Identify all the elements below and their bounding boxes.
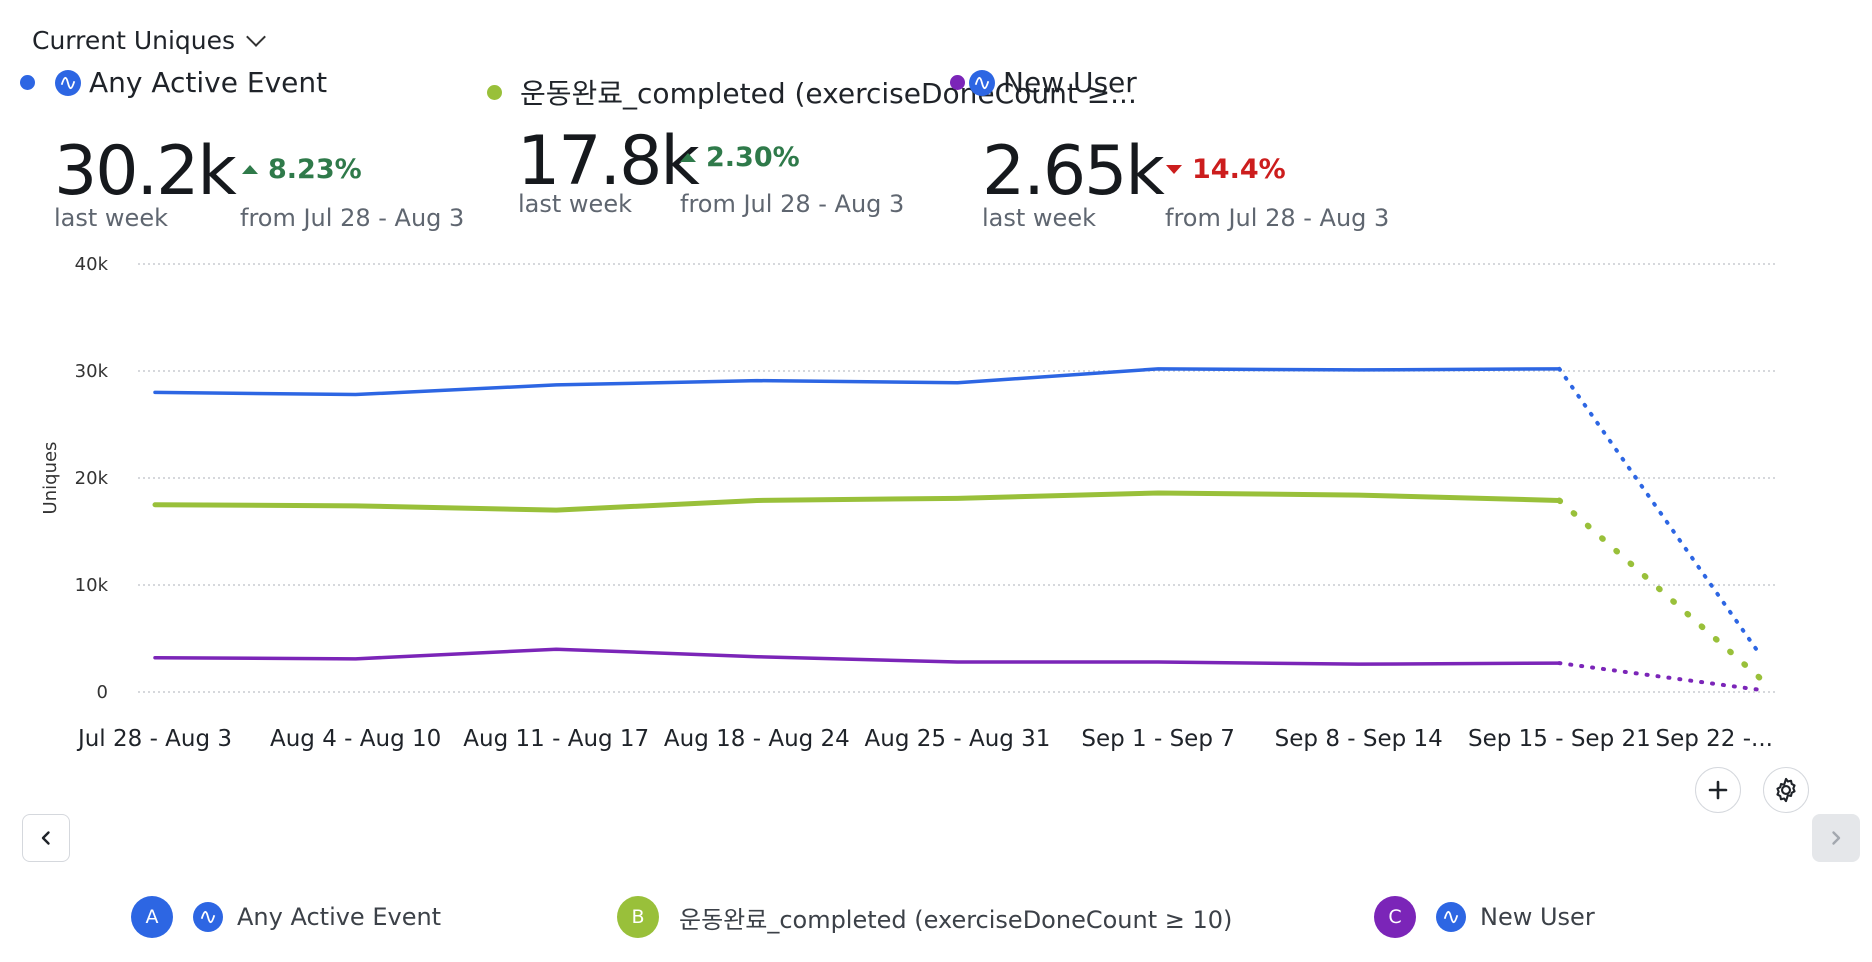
y-axis-label: Uniques	[40, 442, 61, 515]
series-line[interactable]	[153, 367, 1562, 397]
y-tick-label: 20k	[75, 468, 109, 489]
x-tick-label: Aug 18 - Aug 24	[664, 726, 850, 752]
legend-label: New User	[1480, 903, 1595, 931]
x-tick-label: Sep 22 -...	[1656, 726, 1773, 752]
amplitude-icon	[969, 69, 995, 96]
y-tick-label: 10k	[75, 575, 109, 596]
series-dot	[20, 75, 35, 90]
series-line[interactable]	[152, 490, 1562, 513]
summary-delta-value: 2.30%	[706, 142, 800, 173]
gear-icon	[1776, 777, 1796, 803]
series-line-incomplete	[1556, 497, 1763, 682]
chevron-right-icon	[1832, 831, 1841, 845]
next-button[interactable]	[1812, 814, 1860, 862]
summary-delta-label: from Jul 28 - Aug 3	[680, 190, 905, 218]
series-dot	[487, 84, 502, 100]
x-tick-label: Sep 15 - Sep 21	[1468, 726, 1651, 752]
x-tick-label: Sep 8 - Sep 14	[1275, 726, 1443, 752]
x-tick-label: Sep 1 - Sep 7	[1081, 726, 1235, 752]
arrow-up-icon	[242, 165, 258, 174]
summary-delta-label: from Jul 28 - Aug 3	[240, 204, 465, 232]
series-line-incomplete	[1557, 661, 1762, 692]
summary-delta-label: from Jul 28 - Aug 3	[1165, 204, 1390, 232]
y-tick-label: 40k	[75, 254, 109, 275]
y-tick-label: 30k	[75, 361, 109, 382]
summary-new-user: New User 2.65k last week 14.4% from Jul …	[950, 66, 1390, 232]
summary-delta: 14.4%	[1166, 154, 1286, 185]
chevron-down-icon	[246, 26, 266, 47]
chevron-left-icon	[41, 831, 50, 845]
summary-delta-value: 14.4%	[1192, 154, 1286, 185]
amplitude-icon	[55, 69, 81, 96]
summary-value-label: last week	[982, 204, 1096, 232]
summary-value: 2.65k	[982, 132, 1165, 211]
plus-icon	[1708, 780, 1728, 800]
metric-selector[interactable]: Current Uniques	[32, 26, 266, 55]
x-tick-label: Aug 25 - Aug 31	[865, 726, 1051, 752]
summary-any-active-event: Any Active Event 30.2k last week 8.23% f…	[20, 66, 464, 232]
arrow-down-icon	[1166, 165, 1182, 174]
summary-value-label: last week	[54, 204, 168, 232]
metric-selector-label: Current Uniques	[32, 26, 236, 55]
series-letter-badge: A	[131, 896, 173, 938]
legend-label: 운동완료_completed (exerciseDoneCount ≥ 10)	[679, 905, 1233, 934]
series-letter-badge: B	[617, 896, 659, 938]
legend-label: Any Active Event	[237, 903, 442, 931]
summary-value-label: last week	[518, 190, 632, 218]
previous-button[interactable]	[22, 814, 70, 862]
add-button[interactable]	[1695, 767, 1741, 813]
summary-series-name: New User	[1003, 66, 1137, 99]
amplitude-icon	[1436, 902, 1466, 932]
series-line[interactable]	[153, 647, 1562, 666]
summary-series-name: 운동완료_completed (exerciseDoneCount ≥...	[520, 77, 1137, 110]
x-tick-label: Aug 4 - Aug 10	[270, 726, 441, 752]
summary-value: 30.2k	[54, 132, 237, 211]
x-tick-label: Aug 11 - Aug 17	[463, 726, 649, 752]
legend-item-a[interactable]: A Any Active Event	[131, 896, 441, 938]
summary-value: 17.8k	[517, 122, 700, 201]
legend-item-b[interactable]: B 운동완료_completed (exerciseDoneCount ≥ 10…	[617, 896, 1232, 938]
legend-item-c[interactable]: C New User	[1374, 896, 1595, 938]
line-chart: 0 10k 20k 30k 40k Jul 28 - Aug 3 Aug 4 - Aug …	[40, 254, 1778, 752]
arrow-up-icon	[680, 153, 696, 162]
settings-button[interactable]	[1763, 767, 1809, 813]
summary-exercise-completed: 운동완료_completed (exerciseDoneCount ≥... 1…	[487, 76, 1137, 218]
series-line-incomplete	[1557, 366, 1762, 657]
summary-delta: 8.23%	[242, 154, 362, 185]
x-tick-label: Jul 28 - Aug 3	[76, 726, 232, 752]
summary-series-name: Any Active Event	[89, 66, 328, 99]
y-tick-label: 0	[97, 682, 108, 703]
summary-delta-value: 8.23%	[268, 154, 362, 185]
series-dot	[950, 75, 965, 90]
summary-delta: 2.30%	[680, 142, 800, 173]
amplitude-icon	[193, 902, 223, 932]
series-letter-badge: C	[1374, 896, 1416, 938]
